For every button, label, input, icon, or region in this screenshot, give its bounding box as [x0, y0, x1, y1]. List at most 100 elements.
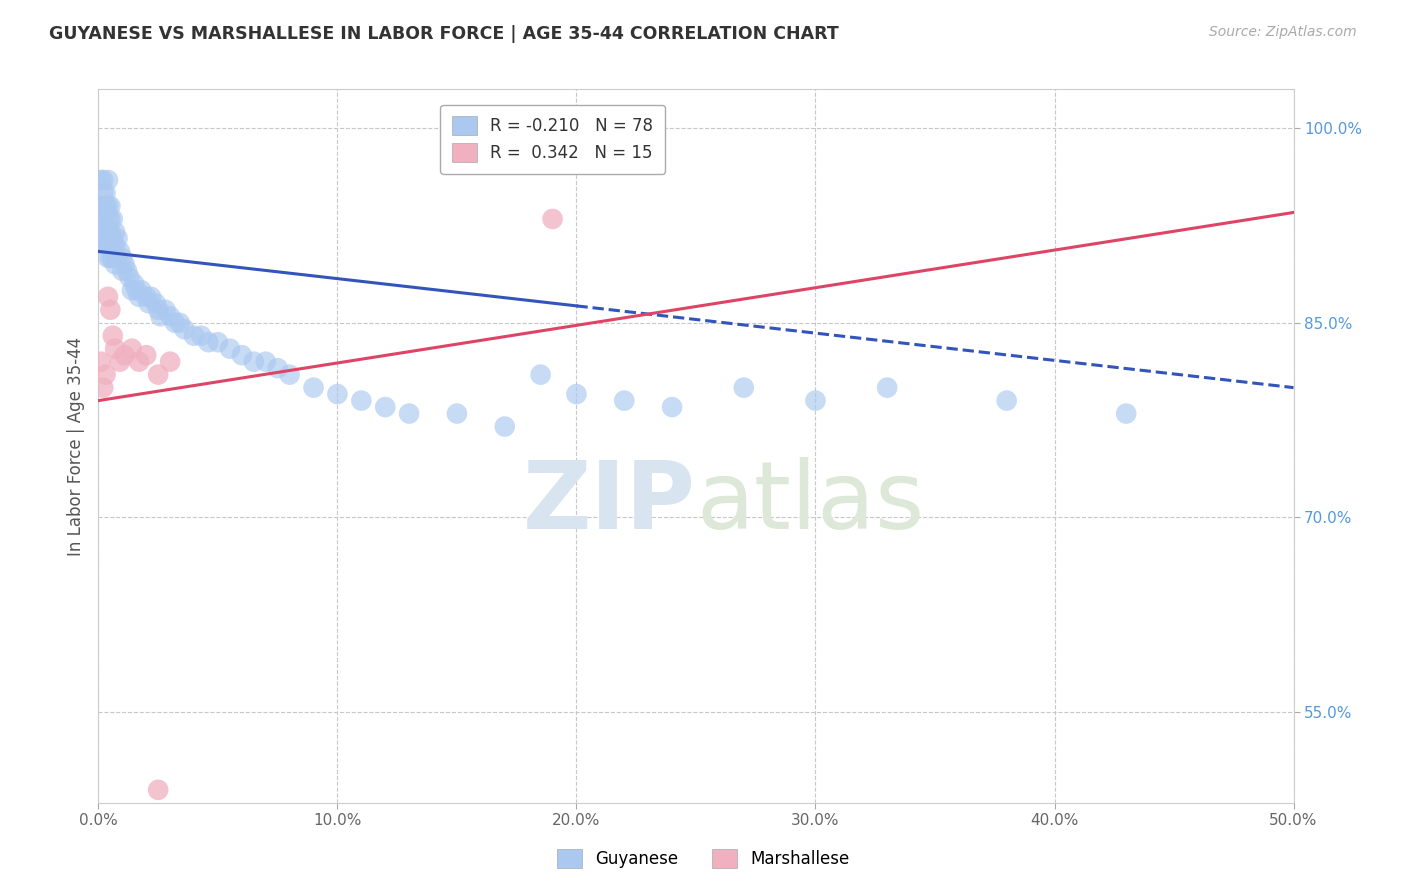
Point	[101, 211, 124, 226]
Point	[94, 186, 117, 200]
Point	[111, 251, 134, 265]
Point	[98, 199, 122, 213]
Point	[173, 322, 195, 336]
Point	[108, 354, 131, 368]
Point	[91, 381, 114, 395]
Point	[149, 310, 172, 324]
Text: ZIP: ZIP	[523, 457, 696, 549]
Point	[219, 342, 242, 356]
Point	[104, 257, 127, 271]
Point	[350, 393, 373, 408]
Point	[131, 283, 153, 297]
Point	[98, 251, 122, 265]
Point	[565, 387, 588, 401]
Point	[733, 381, 755, 395]
Point	[90, 173, 112, 187]
Point	[326, 387, 349, 401]
Point	[91, 225, 114, 239]
Point	[148, 302, 170, 317]
Point	[121, 342, 143, 356]
Point	[302, 381, 325, 395]
Y-axis label: In Labor Force | Age 35-44: In Labor Force | Age 35-44	[66, 336, 84, 556]
Point	[243, 354, 266, 368]
Point	[613, 393, 636, 408]
Point	[94, 368, 117, 382]
Point	[494, 419, 516, 434]
Point	[97, 225, 120, 239]
Point	[90, 354, 112, 368]
Point	[97, 211, 120, 226]
Point	[90, 199, 112, 213]
Point	[231, 348, 253, 362]
Point	[128, 354, 150, 368]
Point	[107, 231, 129, 245]
Point	[398, 407, 420, 421]
Point	[114, 257, 136, 271]
Point	[138, 296, 160, 310]
Point	[121, 283, 143, 297]
Point	[145, 296, 167, 310]
Point	[91, 186, 114, 200]
Point	[163, 316, 186, 330]
Point	[139, 290, 162, 304]
Point	[101, 251, 124, 265]
Legend: R = -0.210   N = 78, R =  0.342   N = 15: R = -0.210 N = 78, R = 0.342 N = 15	[440, 104, 665, 174]
Point	[159, 310, 181, 324]
Point	[541, 211, 564, 226]
Point	[91, 173, 114, 187]
Point	[97, 173, 120, 187]
Point	[98, 225, 122, 239]
Point	[111, 264, 134, 278]
Point	[169, 316, 191, 330]
Point	[98, 211, 122, 226]
Point	[148, 368, 170, 382]
Point	[114, 348, 136, 362]
Legend: Guyanese, Marshallese: Guyanese, Marshallese	[550, 843, 856, 875]
Point	[115, 264, 138, 278]
Point	[804, 393, 827, 408]
Point	[98, 238, 122, 252]
Point	[98, 302, 122, 317]
Point	[104, 238, 127, 252]
Point	[197, 335, 219, 350]
Text: Source: ZipAtlas.com: Source: ZipAtlas.com	[1209, 25, 1357, 39]
Point	[107, 251, 129, 265]
Point	[124, 277, 146, 291]
Point	[661, 400, 683, 414]
Point	[995, 393, 1018, 408]
Point	[135, 290, 157, 304]
Point	[1115, 407, 1137, 421]
Point	[190, 328, 212, 343]
Point	[148, 782, 170, 797]
Point	[104, 225, 127, 239]
Point	[118, 270, 141, 285]
Point	[97, 251, 120, 265]
Point	[446, 407, 468, 421]
Point	[876, 381, 898, 395]
Point	[94, 199, 117, 213]
Point	[91, 238, 114, 252]
Point	[254, 354, 277, 368]
Point	[94, 205, 117, 219]
Point	[530, 368, 553, 382]
Point	[374, 400, 396, 414]
Point	[104, 342, 127, 356]
Point	[94, 238, 117, 252]
Point	[128, 290, 150, 304]
Point	[155, 302, 177, 317]
Point	[125, 283, 148, 297]
Point	[207, 335, 229, 350]
Point	[101, 328, 124, 343]
Point	[278, 368, 301, 382]
Point	[108, 244, 131, 259]
Point	[97, 199, 120, 213]
Point	[183, 328, 205, 343]
Point	[94, 219, 117, 233]
Text: atlas: atlas	[696, 457, 924, 549]
Point	[97, 290, 120, 304]
Point	[101, 231, 124, 245]
Point	[135, 348, 157, 362]
Point	[159, 354, 181, 368]
Point	[97, 238, 120, 252]
Point	[267, 361, 290, 376]
